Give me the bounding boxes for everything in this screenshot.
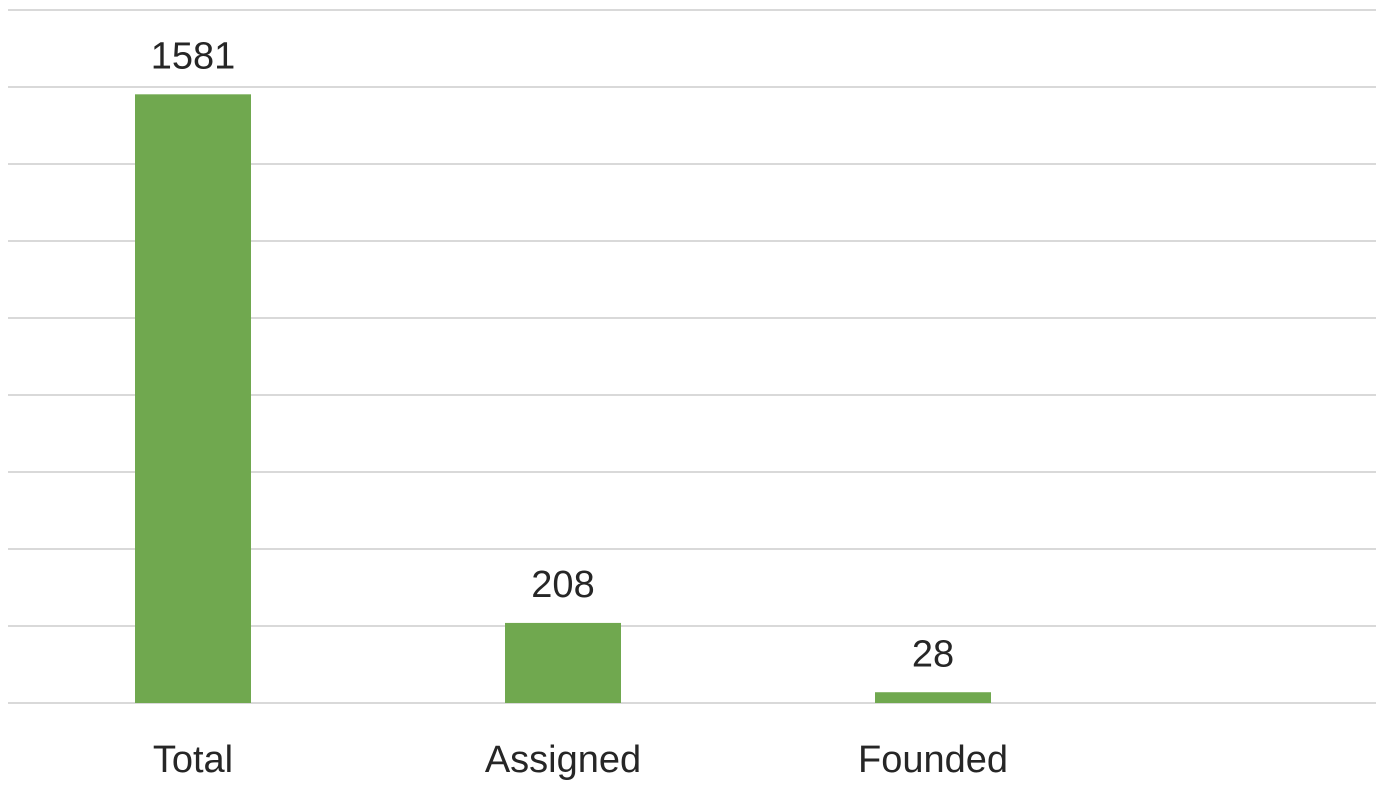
data-label: 1581	[151, 35, 236, 77]
x-tick-label: Founded	[858, 739, 1008, 781]
data-label: 208	[531, 564, 594, 606]
x-tick-label: Total	[153, 739, 233, 781]
data-label: 28	[912, 633, 954, 675]
bar	[505, 622, 621, 703]
bar	[135, 94, 251, 703]
x-tick-label: Assigned	[485, 739, 641, 781]
bar	[875, 692, 991, 703]
